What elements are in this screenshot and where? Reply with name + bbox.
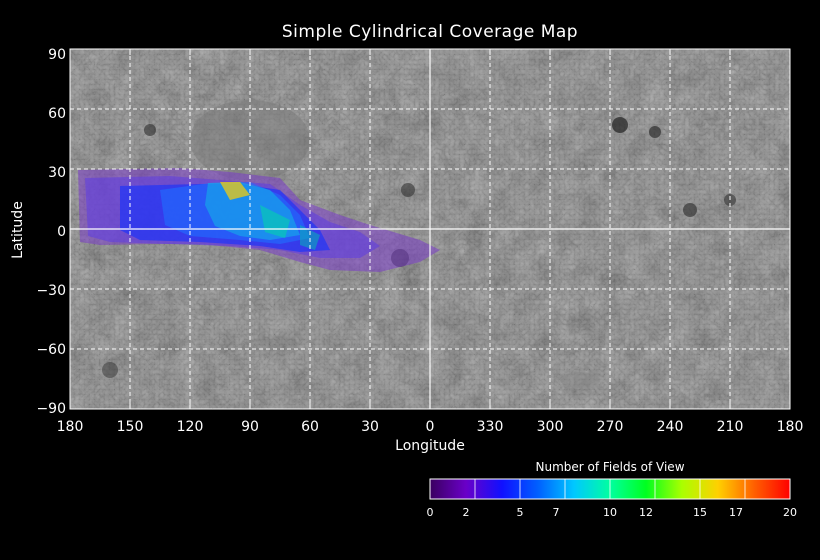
- x-tick-label: 90: [241, 419, 259, 435]
- y-tick-label: −90: [36, 401, 66, 417]
- x-tick-label: 300: [536, 419, 564, 435]
- x-tick-label: 210: [716, 419, 744, 435]
- colorbar-tick-label: 7: [552, 506, 560, 519]
- x-axis-title: Longitude: [395, 438, 465, 454]
- map-grid: [70, 49, 790, 409]
- y-tick-label: −30: [36, 283, 66, 299]
- tick-marks: [69, 49, 791, 409]
- map-title: Simple Cylindrical Coverage Map: [281, 22, 579, 42]
- x-tick-label: 60: [301, 419, 319, 435]
- x-tick-label: 330: [476, 419, 504, 435]
- colorbar-tick-label: 10: [603, 506, 617, 519]
- x-tick-label: 120: [176, 419, 204, 435]
- x-tick-label: 0: [425, 419, 435, 435]
- y-tick-label: 0: [57, 224, 66, 240]
- colorbar-tick-label: 2: [462, 506, 470, 519]
- x-tick-label: 240: [656, 419, 684, 435]
- x-tick-label: 180: [56, 419, 84, 435]
- y-axis-title: Latitude: [10, 201, 26, 259]
- colorbar: [429, 478, 791, 500]
- y-tick-label: 60: [48, 106, 66, 122]
- colorbar-tick-label: 17: [729, 506, 743, 519]
- y-tick-label: −60: [36, 342, 66, 358]
- x-tick-label: 150: [116, 419, 144, 435]
- colorbar-tick-label: 5: [516, 506, 524, 519]
- y-tick-label: 90: [48, 47, 66, 63]
- colorbar-tick-label: 15: [693, 506, 707, 519]
- colorbar-tick-label: 20: [783, 506, 797, 519]
- colorbar-title: Number of Fields of View: [535, 460, 685, 474]
- x-tick-label: 270: [596, 419, 624, 435]
- colorbar-tick-label: 12: [639, 506, 653, 519]
- coverage-overlay: [78, 168, 440, 272]
- y-tick-label: 30: [48, 165, 66, 181]
- colorbar-tick-label: 0: [426, 506, 434, 519]
- x-tick-label: 30: [361, 419, 379, 435]
- x-tick-label: 180: [776, 419, 804, 435]
